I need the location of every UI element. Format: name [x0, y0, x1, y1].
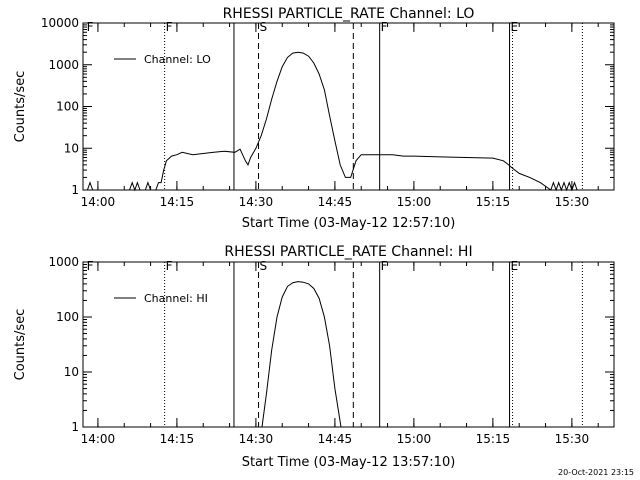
x-axis-label: Start Time (03-May-12 13:57:10) [242, 455, 456, 470]
x-tick-label: 14:30 [239, 432, 274, 446]
annotation-label: F [381, 259, 388, 273]
generation-timestamp: 20-Oct-2021 23:15 [558, 468, 634, 477]
plot-frame [82, 22, 615, 191]
x-tick-label: 14:00 [81, 195, 116, 209]
x-tick-label: 14:45 [318, 195, 353, 209]
y-axis-label: Counts/sec [13, 71, 28, 143]
y-axis-label: Counts/sec [13, 309, 28, 381]
y-tick-label: 10 [64, 365, 79, 379]
x-axis-label: Start Time (03-May-12 12:57:10) [242, 216, 456, 231]
annotation-label: S [260, 20, 268, 34]
annotation-label: F [166, 20, 173, 34]
x-tick-label: 15:00 [397, 432, 432, 446]
chart-panel-2: RHESSI PARTICLE_RATE Channel: HI 1 10 100 10… [13, 244, 615, 470]
annotation-label: F [87, 259, 94, 273]
legend-label: Channel: HI [144, 292, 208, 305]
x-tick-label: 15:15 [476, 195, 511, 209]
y-tick-label: 1000 [48, 255, 79, 269]
y-tick-label: 10000 [41, 16, 79, 30]
annotation-label: F [87, 20, 94, 34]
y-tick-label: 100 [56, 100, 79, 114]
x-tick-label: 14:00 [81, 432, 116, 446]
x-tick-label: 15:15 [476, 432, 511, 446]
x-tick-label: 15:00 [397, 195, 432, 209]
x-tick-label: 15:30 [555, 195, 590, 209]
y-tick-label: 1000 [48, 58, 79, 72]
y-tick-label: 100 [56, 310, 79, 324]
annotation-label: F [381, 20, 388, 34]
x-tick-label: 14:30 [239, 195, 274, 209]
x-tick-label: 14:45 [318, 432, 353, 446]
x-tick-label: 15:30 [555, 432, 590, 446]
y-tick-label: 1 [71, 420, 79, 434]
chart-title: RHESSI PARTICLE_RATE Channel: LO [223, 6, 475, 22]
series-line-1 [261, 281, 342, 428]
annotation-label: S [260, 259, 268, 273]
series-line-1 [83, 51, 578, 192]
annotation-label: E [511, 20, 519, 34]
chart-title: RHESSI PARTICLE_RATE Channel: HI [224, 244, 472, 260]
x-tick-label: 14:15 [160, 195, 195, 209]
annotation-label: F [166, 259, 173, 273]
legend-label: Channel: LO [144, 53, 211, 66]
chart-panel-1: RHESSI PARTICLE_RATE Channel: LO 1 10 100 10… [13, 6, 615, 231]
x-tick-label: 14:15 [160, 432, 195, 446]
y-tick-label: 10 [64, 141, 79, 155]
plot-frame [82, 261, 615, 428]
annotation-label: E [511, 259, 519, 273]
y-tick-label: 1 [71, 183, 79, 197]
